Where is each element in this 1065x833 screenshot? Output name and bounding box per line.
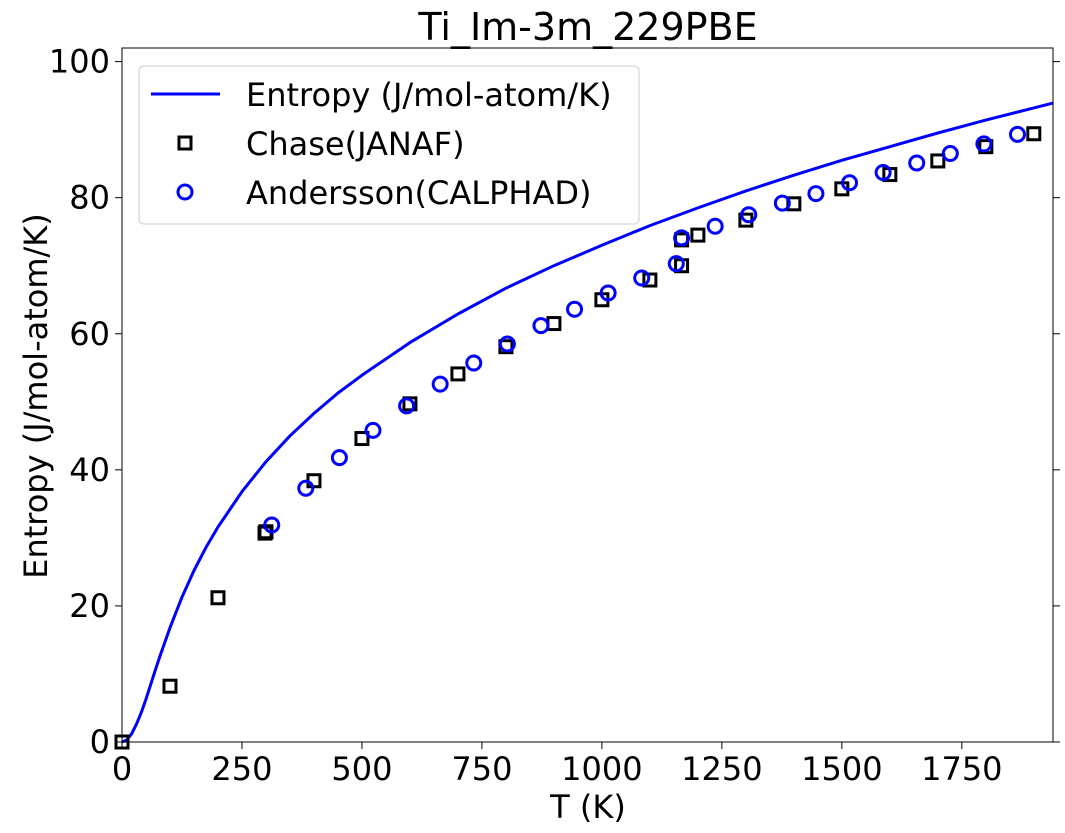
chase-data-point bbox=[354, 431, 370, 447]
andersson-data-point bbox=[532, 317, 550, 335]
andersson-data-point bbox=[364, 421, 382, 439]
y-tick-label: 80 bbox=[69, 179, 110, 217]
andersson-data-point bbox=[667, 255, 685, 273]
andersson-data-point bbox=[431, 375, 449, 393]
x-tick-label: 750 bbox=[451, 750, 512, 788]
y-tick-label: 60 bbox=[69, 315, 110, 353]
andersson-data-point bbox=[599, 284, 617, 302]
andersson-data-point bbox=[1008, 125, 1026, 143]
plot-area bbox=[114, 101, 1054, 750]
legend-box bbox=[138, 65, 640, 225]
andersson-data-point bbox=[706, 217, 724, 235]
chase-data-point bbox=[546, 316, 562, 332]
x-tick-label: 1500 bbox=[801, 750, 882, 788]
x-tick-label: 1250 bbox=[681, 750, 762, 788]
andersson-data-point bbox=[263, 516, 281, 534]
andersson-data-point bbox=[498, 335, 516, 353]
chase-data-point bbox=[1026, 126, 1042, 142]
chase-data-point bbox=[450, 366, 466, 382]
andersson-data-point bbox=[975, 135, 993, 153]
x-tick-label: 250 bbox=[211, 750, 272, 788]
axis-ticks: 0 250 500 750 1000 1250 1500 1750 0 20 40 60 80 100 bbox=[49, 43, 1060, 788]
x-tick-label: 1000 bbox=[561, 750, 642, 788]
x-tick-label: 0 bbox=[112, 750, 132, 788]
andersson-data-point bbox=[807, 185, 825, 203]
andersson-data-point bbox=[773, 194, 791, 212]
andersson-data-point bbox=[740, 206, 758, 224]
legend-chase-square-marker bbox=[177, 135, 193, 151]
y-tick-label: 0 bbox=[90, 723, 110, 761]
andersson-data-point bbox=[941, 144, 959, 162]
chase-data-point bbox=[642, 272, 658, 288]
chart-title: Ti_Im-3m_229PBE bbox=[417, 5, 757, 49]
andersson-data-point bbox=[566, 300, 584, 318]
legend-andersson-circle-marker bbox=[176, 183, 194, 201]
legend-andersson-label: Andersson(CALPHAD) bbox=[246, 174, 591, 212]
chase-data-point bbox=[210, 590, 226, 606]
chase-data-point bbox=[162, 678, 178, 694]
chase-data-point bbox=[402, 396, 418, 412]
y-axis-label: Entropy (J/mol-atom/K) bbox=[17, 213, 55, 579]
andersson-data-point bbox=[297, 479, 315, 497]
andersson-data-point bbox=[330, 449, 348, 467]
andersson-data-point bbox=[874, 164, 892, 182]
legend: Entropy (J/mol-atom/K) Chase(JANAF) Ande… bbox=[138, 65, 640, 225]
chase-data-point bbox=[690, 227, 706, 243]
legend-entropy-label: Entropy (J/mol-atom/K) bbox=[246, 76, 612, 114]
chase-data-point bbox=[930, 153, 946, 169]
andersson-data-point bbox=[673, 229, 691, 247]
y-tick-label: 100 bbox=[49, 43, 110, 81]
andersson-data-point bbox=[841, 174, 859, 192]
y-tick-label: 20 bbox=[69, 587, 110, 625]
andersson-data-point bbox=[633, 269, 651, 287]
andersson-data-point bbox=[908, 154, 926, 172]
entropy-curve bbox=[121, 101, 1054, 744]
x-axis-label: T (K) bbox=[549, 788, 626, 826]
legend-chase-label: Chase(JANAF) bbox=[246, 125, 465, 163]
x-tick-label: 500 bbox=[331, 750, 392, 788]
andersson-data-point bbox=[465, 354, 483, 372]
andersson-data-point bbox=[398, 397, 416, 415]
y-tick-label: 40 bbox=[69, 451, 110, 489]
x-tick-label: 1750 bbox=[921, 750, 1002, 788]
axes-frame bbox=[121, 47, 1054, 743]
